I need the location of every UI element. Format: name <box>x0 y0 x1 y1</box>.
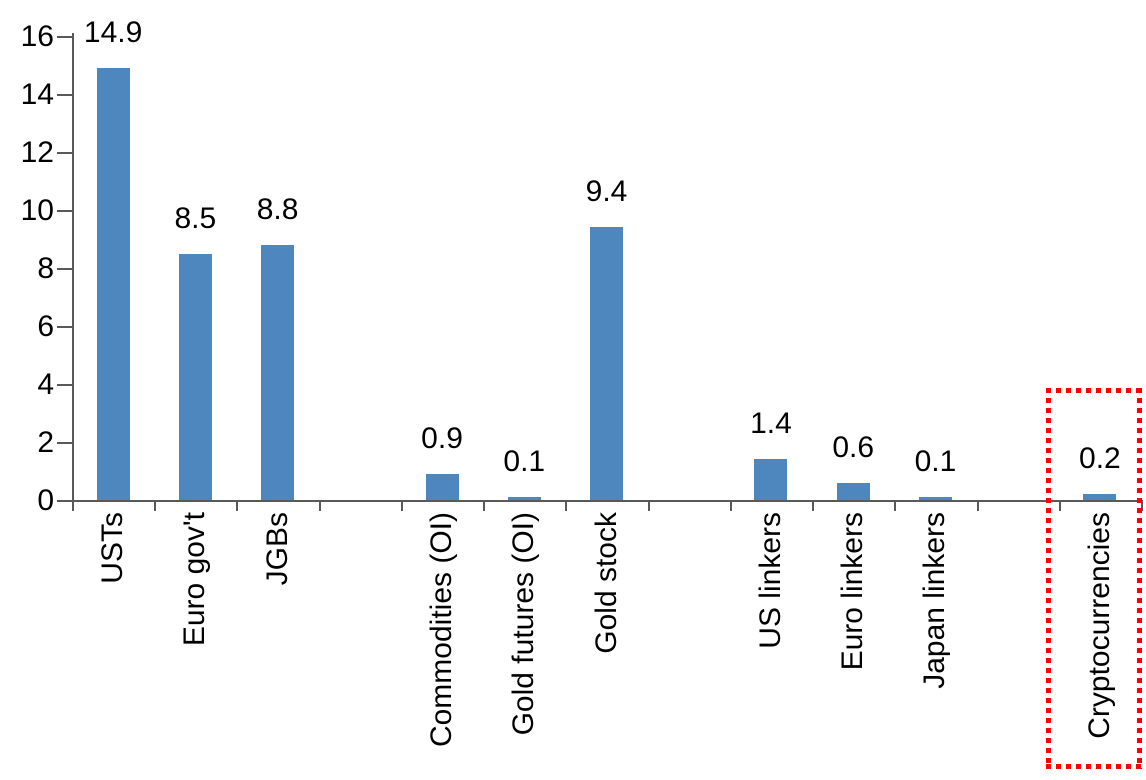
y-axis-tick-label: 2 <box>37 426 54 459</box>
y-axis-tick-label: 16 <box>20 20 54 53</box>
bar-value-label: 9.4 <box>585 175 628 209</box>
x-axis-tick <box>236 500 239 511</box>
category-label: US linkers <box>753 512 787 649</box>
bar-value-label: 0.2 <box>1079 442 1121 476</box>
y-axis-tick <box>57 500 72 502</box>
bar-value-label: 8.5 <box>174 201 217 235</box>
bar <box>178 253 212 500</box>
highlight-rect-edge-left <box>1045 388 1051 769</box>
x-axis-tick <box>812 500 815 511</box>
bar <box>507 497 541 500</box>
y-axis-tick-label: 4 <box>37 368 54 401</box>
category-label: Gold stock <box>589 512 623 654</box>
x-axis-tick <box>976 500 979 511</box>
bar <box>836 482 870 500</box>
category-label: JGBs <box>260 512 294 586</box>
bar-value-label: 8.8 <box>256 192 299 226</box>
bar <box>96 67 130 500</box>
y-axis-tick-label: 0 <box>37 484 54 517</box>
bar <box>754 459 788 500</box>
category-label: USTs <box>96 512 130 584</box>
category-label: Japan linkers <box>918 512 952 689</box>
category-label: Gold futures (OI) <box>507 512 541 736</box>
x-axis-tick <box>318 500 321 511</box>
bar <box>1083 494 1117 500</box>
y-axis-tick <box>57 210 72 212</box>
y-axis-tick <box>57 442 72 444</box>
x-axis-tick <box>894 500 897 511</box>
y-axis-tick <box>57 384 72 386</box>
y-axis-tick <box>57 94 72 96</box>
x-axis-tick <box>729 500 732 511</box>
highlight-rect-edge-bottom <box>1045 764 1142 769</box>
bar <box>261 244 295 500</box>
bar-value-label: 0.6 <box>832 430 875 464</box>
category-label: Commodities (OI) <box>425 512 459 748</box>
x-axis-line <box>72 500 1141 502</box>
highlight-rect-edge-right <box>1136 388 1142 769</box>
y-axis-tick <box>57 152 72 154</box>
bar <box>590 227 623 500</box>
x-axis-tick <box>565 500 568 511</box>
x-axis-tick <box>400 500 403 511</box>
y-axis-tick <box>57 326 72 328</box>
bar-value-label: 1.4 <box>750 407 792 441</box>
highlight-rect <box>1045 388 1142 769</box>
y-axis-tick-label: 8 <box>37 252 54 285</box>
x-axis-tick <box>483 500 486 511</box>
y-axis-line <box>72 33 74 502</box>
bar-value-label: 14.9 <box>83 15 143 49</box>
highlight-rect-edge-top <box>1045 388 1142 393</box>
bar <box>918 497 952 500</box>
bar-value-label: 0.9 <box>421 421 463 455</box>
bar-value-label: 0.1 <box>914 445 957 479</box>
x-axis-tick <box>72 500 74 511</box>
y-axis-tick <box>57 36 72 38</box>
x-axis-tick <box>1141 500 1143 511</box>
category-label: Euro linkers <box>836 512 870 671</box>
bar-value-label: 0.1 <box>503 445 546 479</box>
y-axis-tick-label: 14 <box>20 78 54 111</box>
y-axis-tick-label: 10 <box>20 194 54 227</box>
y-axis-tick-label: 6 <box>37 310 54 343</box>
x-axis-tick <box>154 500 157 511</box>
y-axis-tick <box>57 268 72 270</box>
bar <box>425 473 459 500</box>
y-axis-tick-label: 12 <box>20 136 54 169</box>
x-axis-tick <box>1058 500 1061 511</box>
x-axis-tick <box>647 500 650 511</box>
category-label: Euro gov't <box>178 512 212 647</box>
